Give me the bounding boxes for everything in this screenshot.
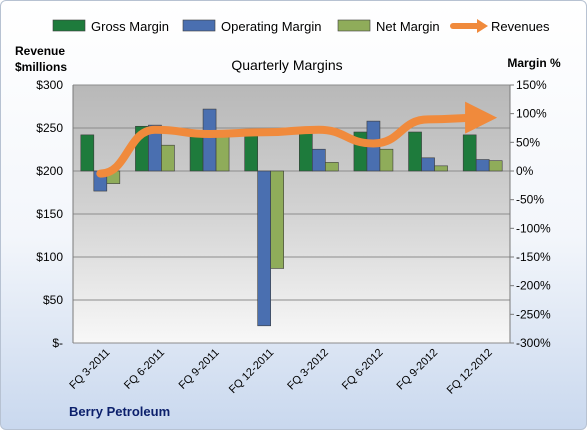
right-tick-label: -300%	[516, 336, 551, 350]
right-tick-label: 0%	[516, 164, 534, 178]
x-tick-label: FQ 3-2011	[67, 347, 112, 392]
right-axis-ticks: 150% 100% 50% 0% -50% -100% -150% -200% -250% -30…	[510, 78, 551, 350]
bar-net-margin	[215, 135, 230, 172]
x-tick-label: FQ 6-2011	[122, 347, 167, 392]
legend-swatch-net-margin	[337, 19, 371, 32]
bars	[80, 108, 503, 327]
right-tick-label: -200%	[516, 279, 551, 293]
right-tick-label: 150%	[516, 78, 547, 92]
legend-label-revenues: Revenues	[491, 19, 550, 34]
revenue-line	[96, 101, 498, 178]
left-tick-label: $250	[36, 121, 63, 135]
bar-net-margin	[161, 144, 175, 172]
x-tick-label: FQ 9-2011	[177, 347, 222, 392]
bar-gross-margin	[80, 134, 95, 172]
right-tick-label: 50%	[516, 135, 540, 149]
bar-operating-margin	[312, 148, 326, 172]
legend-swatch-gross-margin	[52, 19, 86, 32]
bar-net-margin	[488, 160, 503, 172]
left-tick-label: $50	[43, 293, 63, 307]
left-axis-title: Revenue $millions	[15, 44, 68, 74]
bar-net-margin	[434, 165, 448, 172]
left-tick-label: $100	[36, 250, 63, 264]
x-axis-ticks: FQ 3-2011 FQ 6-2011 FQ 9-2011 FQ 12-2011 FQ …	[67, 347, 494, 397]
right-tick-label: -150%	[516, 250, 551, 264]
x-tick-label: FQ 3-2012	[285, 347, 331, 393]
legend-swatch-operating-margin	[182, 19, 216, 32]
legend: Gross Margin Operating Margin Net Margin Re…	[52, 19, 550, 34]
bar-operating-margin	[421, 157, 435, 172]
left-tick-label: $300	[36, 78, 63, 92]
right-tick-label: -50%	[516, 193, 544, 207]
right-tick-label: -250%	[516, 307, 551, 321]
legend-arrowhead	[477, 19, 488, 33]
left-axis-title-line-1: Revenue	[15, 44, 65, 58]
bar-operating-margin	[257, 170, 271, 327]
bar-gross-margin	[299, 128, 313, 172]
x-tick-label: FQ 12-2011	[227, 347, 276, 396]
x-tick-label: FQ 6-2012	[340, 347, 386, 393]
x-tick-label: FQ 12-2012	[445, 347, 495, 397]
bar-gross-margin	[462, 134, 477, 172]
right-axis-title: Margin %	[507, 56, 561, 70]
chart-title: Quarterly Margins	[231, 57, 342, 73]
bar-net-margin	[325, 162, 339, 172]
x-tick-label: FQ 9-2012	[395, 347, 441, 393]
left-axis-title-line-2: $millions	[15, 60, 67, 74]
legend-label-net-margin: Net Margin	[376, 19, 440, 34]
company-label: Berry Petroleum	[69, 404, 170, 419]
bar-operating-margin	[475, 159, 490, 172]
legend-label-operating-margin: Operating Margin	[221, 19, 321, 34]
left-tick-label: $150	[36, 207, 63, 221]
bar-net-margin	[379, 148, 394, 172]
bar-net-margin	[270, 170, 284, 269]
bar-gross-margin	[408, 131, 422, 172]
legend-label-gross-margin: Gross Margin	[91, 19, 169, 34]
revenues-line	[96, 101, 498, 178]
bar-operating-margin	[202, 108, 217, 172]
right-tick-label: 100%	[516, 107, 547, 121]
right-tick-label: -100%	[516, 221, 551, 235]
left-tick-label: $-	[52, 336, 63, 350]
left-axis-ticks: $300 $250 $200 $150 $100 $50 $-	[36, 78, 63, 350]
left-tick-label: $200	[36, 164, 63, 178]
